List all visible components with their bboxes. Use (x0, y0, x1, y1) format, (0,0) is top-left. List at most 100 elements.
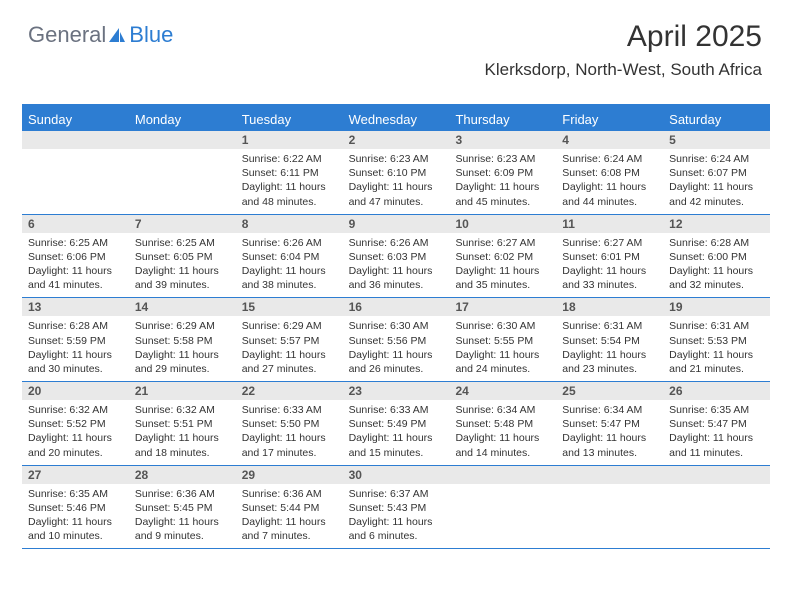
day-number (663, 466, 770, 484)
sunset-text: Sunset: 5:59 PM (28, 334, 123, 348)
dayheader-fri: Friday (556, 109, 663, 131)
sunset-text: Sunset: 6:03 PM (349, 250, 444, 264)
daylight-text: Daylight: 11 hours and 38 minutes. (242, 264, 337, 292)
daylight-text: Daylight: 11 hours and 21 minutes. (669, 348, 764, 376)
day-number: 27 (22, 466, 129, 484)
calendar-cell: 21Sunrise: 6:32 AMSunset: 5:51 PMDayligh… (129, 382, 236, 465)
daylight-text: Daylight: 11 hours and 33 minutes. (562, 264, 657, 292)
sunset-text: Sunset: 5:53 PM (669, 334, 764, 348)
day-body: Sunrise: 6:32 AMSunset: 5:52 PMDaylight:… (22, 400, 129, 465)
calendar-cell: 4Sunrise: 6:24 AMSunset: 6:08 PMDaylight… (556, 131, 663, 214)
calendar-week: 27Sunrise: 6:35 AMSunset: 5:46 PMDayligh… (22, 466, 770, 550)
day-number: 10 (449, 215, 556, 233)
calendar-cell: 13Sunrise: 6:28 AMSunset: 5:59 PMDayligh… (22, 298, 129, 381)
calendar-cell: 10Sunrise: 6:27 AMSunset: 6:02 PMDayligh… (449, 215, 556, 298)
day-body (663, 484, 770, 544)
sunrise-text: Sunrise: 6:22 AM (242, 152, 337, 166)
day-body (449, 484, 556, 544)
day-number: 22 (236, 382, 343, 400)
day-number: 14 (129, 298, 236, 316)
day-number: 26 (663, 382, 770, 400)
day-number: 15 (236, 298, 343, 316)
calendar-cell: 3Sunrise: 6:23 AMSunset: 6:09 PMDaylight… (449, 131, 556, 214)
daylight-text: Daylight: 11 hours and 29 minutes. (135, 348, 230, 376)
sunrise-text: Sunrise: 6:34 AM (455, 403, 550, 417)
calendar-cell: 14Sunrise: 6:29 AMSunset: 5:58 PMDayligh… (129, 298, 236, 381)
day-body: Sunrise: 6:31 AMSunset: 5:53 PMDaylight:… (663, 316, 770, 381)
daylight-text: Daylight: 11 hours and 10 minutes. (28, 515, 123, 543)
sunset-text: Sunset: 5:48 PM (455, 417, 550, 431)
sunrise-text: Sunrise: 6:27 AM (562, 236, 657, 250)
sunset-text: Sunset: 5:58 PM (135, 334, 230, 348)
sunrise-text: Sunrise: 6:28 AM (669, 236, 764, 250)
day-body: Sunrise: 6:23 AMSunset: 6:09 PMDaylight:… (449, 149, 556, 214)
sunrise-text: Sunrise: 6:32 AM (28, 403, 123, 417)
calendar-cell: 8Sunrise: 6:26 AMSunset: 6:04 PMDaylight… (236, 215, 343, 298)
day-number: 1 (236, 131, 343, 149)
day-number (449, 466, 556, 484)
sunset-text: Sunset: 5:57 PM (242, 334, 337, 348)
daylight-text: Daylight: 11 hours and 23 minutes. (562, 348, 657, 376)
daylight-text: Daylight: 11 hours and 14 minutes. (455, 431, 550, 459)
day-number: 25 (556, 382, 663, 400)
calendar-cell: 7Sunrise: 6:25 AMSunset: 6:05 PMDaylight… (129, 215, 236, 298)
day-number: 8 (236, 215, 343, 233)
sunrise-text: Sunrise: 6:29 AM (242, 319, 337, 333)
calendar-cell: 1Sunrise: 6:22 AMSunset: 6:11 PMDaylight… (236, 131, 343, 214)
day-number: 2 (343, 131, 450, 149)
daylight-text: Daylight: 11 hours and 9 minutes. (135, 515, 230, 543)
daylight-text: Daylight: 11 hours and 6 minutes. (349, 515, 444, 543)
sunset-text: Sunset: 6:02 PM (455, 250, 550, 264)
calendar-cell (449, 466, 556, 549)
day-body: Sunrise: 6:24 AMSunset: 6:08 PMDaylight:… (556, 149, 663, 214)
sunrise-text: Sunrise: 6:30 AM (455, 319, 550, 333)
day-body: Sunrise: 6:26 AMSunset: 6:04 PMDaylight:… (236, 233, 343, 298)
calendar-header-row: Sunday Monday Tuesday Wednesday Thursday… (22, 109, 770, 131)
sunset-text: Sunset: 5:51 PM (135, 417, 230, 431)
sunset-text: Sunset: 5:46 PM (28, 501, 123, 515)
day-number: 28 (129, 466, 236, 484)
sunrise-text: Sunrise: 6:36 AM (242, 487, 337, 501)
calendar-cell: 9Sunrise: 6:26 AMSunset: 6:03 PMDaylight… (343, 215, 450, 298)
day-body: Sunrise: 6:36 AMSunset: 5:45 PMDaylight:… (129, 484, 236, 549)
day-number: 3 (449, 131, 556, 149)
day-number: 5 (663, 131, 770, 149)
sunset-text: Sunset: 5:47 PM (669, 417, 764, 431)
calendar-cell (663, 466, 770, 549)
day-body: Sunrise: 6:26 AMSunset: 6:03 PMDaylight:… (343, 233, 450, 298)
sunset-text: Sunset: 5:49 PM (349, 417, 444, 431)
calendar-cell: 22Sunrise: 6:33 AMSunset: 5:50 PMDayligh… (236, 382, 343, 465)
day-body (22, 149, 129, 209)
day-body: Sunrise: 6:36 AMSunset: 5:44 PMDaylight:… (236, 484, 343, 549)
sunrise-text: Sunrise: 6:26 AM (242, 236, 337, 250)
day-number (129, 131, 236, 149)
sunrise-text: Sunrise: 6:24 AM (669, 152, 764, 166)
calendar-cell (22, 131, 129, 214)
day-number: 23 (343, 382, 450, 400)
calendar-week: 20Sunrise: 6:32 AMSunset: 5:52 PMDayligh… (22, 382, 770, 466)
calendar-cell: 16Sunrise: 6:30 AMSunset: 5:56 PMDayligh… (343, 298, 450, 381)
daylight-text: Daylight: 11 hours and 17 minutes. (242, 431, 337, 459)
page-header: April 2025 Klerksdorp, North-West, South… (485, 20, 762, 80)
daylight-text: Daylight: 11 hours and 24 minutes. (455, 348, 550, 376)
sunrise-text: Sunrise: 6:35 AM (28, 487, 123, 501)
sunset-text: Sunset: 5:52 PM (28, 417, 123, 431)
daylight-text: Daylight: 11 hours and 20 minutes. (28, 431, 123, 459)
sunrise-text: Sunrise: 6:24 AM (562, 152, 657, 166)
calendar-cell: 30Sunrise: 6:37 AMSunset: 5:43 PMDayligh… (343, 466, 450, 549)
daylight-text: Daylight: 11 hours and 45 minutes. (455, 180, 550, 208)
day-body: Sunrise: 6:33 AMSunset: 5:49 PMDaylight:… (343, 400, 450, 465)
sunset-text: Sunset: 5:44 PM (242, 501, 337, 515)
calendar-cell: 18Sunrise: 6:31 AMSunset: 5:54 PMDayligh… (556, 298, 663, 381)
daylight-text: Daylight: 11 hours and 41 minutes. (28, 264, 123, 292)
day-number: 24 (449, 382, 556, 400)
day-number: 13 (22, 298, 129, 316)
daylight-text: Daylight: 11 hours and 11 minutes. (669, 431, 764, 459)
day-body: Sunrise: 6:24 AMSunset: 6:07 PMDaylight:… (663, 149, 770, 214)
sunset-text: Sunset: 5:54 PM (562, 334, 657, 348)
calendar-week: 6Sunrise: 6:25 AMSunset: 6:06 PMDaylight… (22, 215, 770, 299)
sunset-text: Sunset: 6:11 PM (242, 166, 337, 180)
daylight-text: Daylight: 11 hours and 47 minutes. (349, 180, 444, 208)
dayheader-thu: Thursday (449, 109, 556, 131)
daylight-text: Daylight: 11 hours and 13 minutes. (562, 431, 657, 459)
